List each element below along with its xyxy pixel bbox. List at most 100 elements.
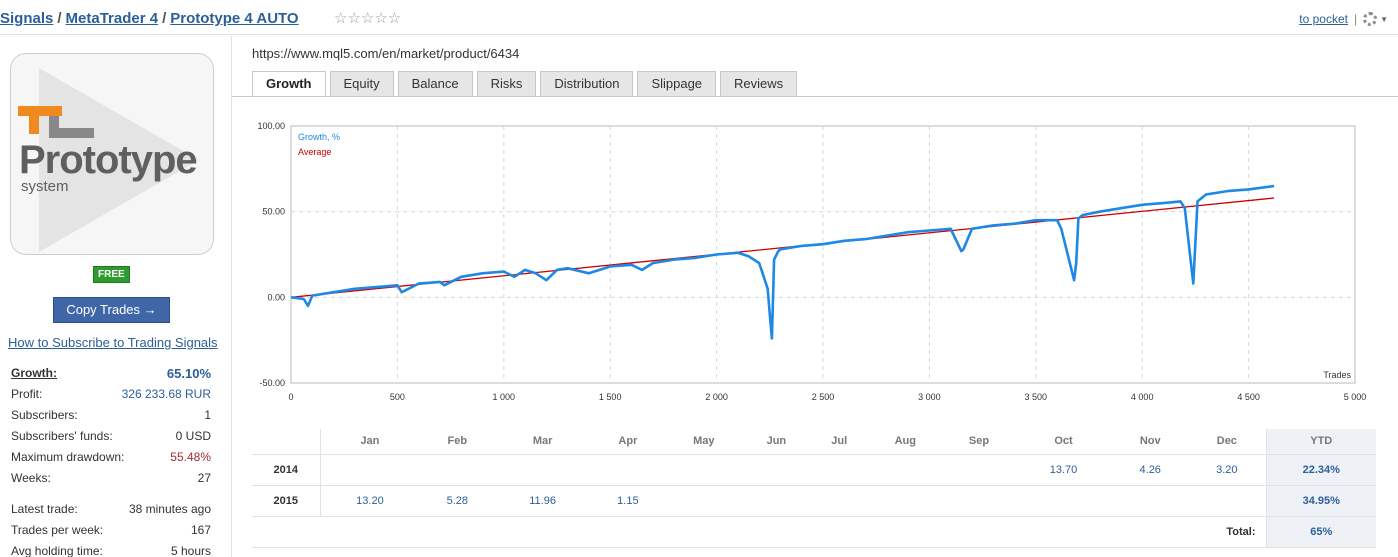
stat-max-drawdown: Maximum drawdown: 55.48%: [11, 447, 211, 468]
y-tick-label: 100.00: [257, 121, 285, 131]
stat-value: 167: [190, 523, 211, 537]
play-triangle-icon: [39, 68, 199, 252]
top-bar: Signals / MetaTrader 4/Prototype 4 AUTO ☆☆…: [0, 0, 1398, 35]
x-tick-label: 1 500: [599, 392, 622, 402]
x-axis-label: Trades: [1323, 370, 1351, 380]
stat-label: Subscribers' funds:: [11, 429, 113, 443]
y-tick-label: 50.00: [262, 207, 285, 217]
table-row: 2015 13.20 5.28 11.96 1.15 34.95%: [252, 484, 1376, 516]
stat-label: Profit:: [11, 387, 43, 401]
table-cell: [741, 453, 812, 485]
table-cell: [1014, 484, 1113, 516]
table-cell: 13.70: [1014, 453, 1113, 485]
table-cell: 1.15: [589, 484, 666, 516]
logo-bar: [18, 106, 62, 116]
stat-label[interactable]: Growth:: [11, 366, 57, 380]
y-tick-label: 0.00: [267, 292, 285, 302]
column-header: [252, 429, 320, 454]
tab-risks[interactable]: Risks: [476, 71, 537, 97]
logo-bar: [49, 128, 94, 138]
tab-reviews[interactable]: Reviews: [720, 71, 798, 97]
tab-equity[interactable]: Equity: [329, 71, 394, 97]
stat-label: Avg holding time:: [11, 544, 103, 557]
stat-value: 38 minutes ago: [128, 502, 211, 516]
stat-subscribers: Subscribers: 1: [11, 405, 211, 426]
stat-label: Maximum drawdown:: [11, 450, 125, 464]
column-header: Oct: [1054, 435, 1073, 448]
x-tick-label: 3 500: [1025, 392, 1048, 402]
stat-latest-trade: Latest trade: 38 minutes ago: [11, 499, 211, 520]
table-cell: [665, 484, 742, 516]
tab-distribution[interactable]: Distribution: [540, 71, 634, 97]
y-tick-label: -50.00: [259, 378, 285, 388]
table-total-row: Total: 65%: [252, 515, 1376, 548]
x-tick-label: 1 000: [493, 392, 516, 402]
column-header: Feb: [447, 435, 468, 448]
breadcrumb-metatrader4[interactable]: MetaTrader 4: [65, 10, 159, 27]
rating-stars-icon[interactable]: ☆☆☆☆☆: [334, 10, 402, 27]
table-cell: 4.26: [1112, 453, 1189, 485]
x-tick-label: 5 000: [1344, 392, 1367, 402]
table-cell: [1188, 484, 1266, 516]
stat-trades-per-week: Trades per week: 167: [11, 520, 211, 541]
logo-bar: [29, 106, 39, 134]
tab-balance[interactable]: Balance: [397, 71, 473, 97]
breadcrumb-signals[interactable]: Signals: [0, 10, 54, 27]
copy-trades-button[interactable]: Copy Trades →: [53, 297, 170, 323]
table-cell: [419, 453, 496, 485]
breadcrumb-product[interactable]: Prototype 4 AUTO: [170, 10, 299, 27]
free-badge: FREE: [93, 266, 130, 283]
how-to-subscribe-link[interactable]: How to Subscribe to Trading Signals: [8, 335, 218, 350]
x-tick-label: 0: [288, 392, 293, 402]
logo-word: Prototype: [19, 138, 198, 182]
table-cell: [943, 453, 1015, 485]
stat-value: 27: [197, 471, 211, 485]
breadcrumb-separator: /: [57, 10, 62, 27]
stat-subscribers-funds: Subscribers' funds: 0 USD: [11, 426, 211, 447]
legend-entry: Average: [298, 147, 331, 157]
stat-value: 65.10%: [166, 366, 211, 381]
stat-value: 1: [204, 408, 211, 422]
column-header: Sep: [968, 435, 990, 448]
to-pocket-link[interactable]: to pocket: [1299, 12, 1348, 26]
column-header: Jul: [831, 435, 848, 448]
stat-value: 55.48%: [170, 450, 211, 464]
x-tick-label: 500: [390, 392, 405, 402]
column-header: Nov: [1139, 435, 1161, 448]
table-cell: 13.20: [319, 484, 420, 516]
product-logo: Prototype system: [10, 53, 214, 255]
stat-label: Subscribers:: [11, 408, 78, 422]
table-cell: [867, 484, 944, 516]
stat-value: 0 USD: [175, 429, 211, 443]
x-tick-label: 2 000: [705, 392, 728, 402]
breadcrumb-separator: /: [162, 10, 167, 27]
stat-label: Trades per week:: [11, 523, 104, 537]
total-label: Total:: [252, 515, 1266, 548]
tab-growth[interactable]: Growth: [252, 71, 326, 97]
stat-avg-holding-time: Avg holding time: 5 hours: [11, 541, 211, 557]
stat-growth: Growth: 65.10%: [11, 363, 211, 384]
logo-subtitle: system: [21, 178, 69, 195]
column-header: Jan: [319, 429, 420, 454]
gear-icon[interactable]: [1363, 12, 1378, 26]
x-tick-label: 2 500: [812, 392, 835, 402]
stat-label: Latest trade:: [11, 502, 78, 516]
chart-tabs: Growth Equity Balance Risks Distribution…: [252, 71, 801, 97]
tab-divider: [232, 96, 1398, 97]
chevron-down-icon[interactable]: ▼: [1380, 14, 1388, 24]
stat-value: 326 233.68 RUR: [121, 387, 211, 401]
header-actions: to pocket | ▼: [1299, 12, 1388, 26]
growth-table: Jan Feb Mar Apr May Jun Jul Aug Sep Oct …: [252, 429, 1376, 548]
signal-stats: Growth: 65.10% Profit: 326 233.68 RUR Subs…: [11, 363, 211, 557]
legend-entry: Growth, %: [298, 132, 340, 142]
column-header: Dec: [1216, 435, 1237, 448]
column-header: Mar: [532, 435, 553, 448]
tab-slippage[interactable]: Slippage: [637, 71, 717, 97]
table-cell: [1112, 484, 1189, 516]
stat-label: Weeks:: [11, 471, 51, 485]
growth-chart: 0 500 1 000 1 500 2 000 2 500 3 000 3 500 4 000 4…: [257, 121, 1367, 402]
column-header: Apr: [618, 435, 638, 448]
column-header: YTD: [1265, 429, 1376, 454]
total-value: 65%: [1265, 515, 1376, 548]
table-cell: [665, 453, 742, 485]
